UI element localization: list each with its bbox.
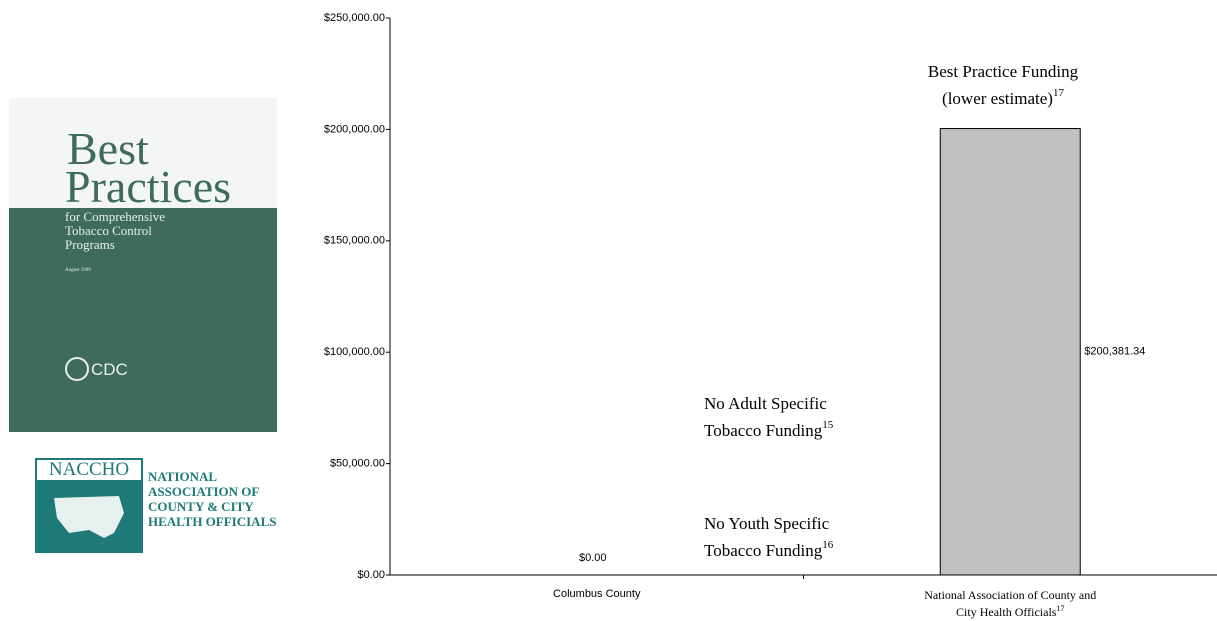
- y-tick-label: $150,000.00: [324, 235, 385, 247]
- note: 17: [1056, 604, 1065, 613]
- annotation-line: No Adult Specific: [704, 394, 827, 413]
- cover-title: Practices: [65, 161, 232, 212]
- naccho-logo: NACCHO: [35, 458, 143, 553]
- us-map: [54, 496, 124, 538]
- bar: [939, 128, 1081, 576]
- annotation-line: Best Practice Funding: [928, 62, 1079, 81]
- value-label: $0.00: [579, 552, 607, 564]
- annotation: (lower estimate)17: [942, 87, 1064, 108]
- cover-subtitle-line: for Comprehensive: [65, 209, 166, 224]
- x-tick-text: Columbus County: [553, 588, 641, 600]
- naccho-line: NATIONAL: [148, 469, 218, 484]
- y-tick-label: $100,000.00: [324, 346, 385, 358]
- naccho-abbr: NACCHO: [35, 458, 143, 482]
- naccho-line: ASSOCIATION OF: [148, 484, 260, 499]
- x-tick-label: National Association of County and City …: [915, 589, 1105, 619]
- y-tick-label: $250,000.00: [324, 12, 385, 24]
- cover-agency: CDC: [91, 360, 128, 379]
- naccho-text: NATIONAL ASSOCIATION OF COUNTY & CITY HE…: [148, 469, 276, 529]
- annotation: No Youth Specific: [704, 514, 830, 533]
- annotation: No Adult Specific: [704, 394, 827, 413]
- annotation-line: No Youth Specific: [704, 514, 830, 533]
- annotation: Tobacco Funding15: [704, 419, 834, 440]
- y-tick-label: $0.00: [357, 569, 385, 581]
- cover-subtitle-line: Programs: [65, 237, 115, 252]
- cover-date: August 1999: [65, 268, 91, 273]
- cover-title: Best: [67, 123, 149, 174]
- cover-subtitle: for Comprehensive Tobacco Control Progra…: [65, 210, 165, 252]
- annotation-note: 17: [1053, 87, 1065, 99]
- x-tick-label: Columbus County: [487, 588, 707, 601]
- y-tick-label: $200,000.00: [324, 123, 385, 135]
- naccho-line: COUNTY & CITY: [148, 499, 254, 514]
- annotation-line: (lower estimate): [942, 89, 1053, 108]
- annotation-note: 15: [822, 419, 834, 431]
- x-tick-text: National Association of County and City …: [924, 588, 1097, 619]
- annotation-line: Tobacco Funding: [704, 541, 823, 560]
- cover-image: Best Practices for Comprehensive Tobacco…: [9, 98, 277, 432]
- annotation-note: 16: [822, 539, 834, 551]
- value-label: $200,381.34: [1084, 346, 1145, 358]
- annotation-line: Tobacco Funding: [704, 421, 823, 440]
- naccho-line: HEALTH OFFICIALS: [148, 514, 277, 529]
- annotation: Tobacco Funding16: [704, 539, 834, 560]
- cover-top: [9, 98, 277, 208]
- annotation: Best Practice Funding: [928, 62, 1079, 81]
- cover-subtitle-line: Tobacco Control: [65, 223, 152, 238]
- y-tick-label: $50,000.00: [330, 458, 385, 470]
- hhs-icon: [65, 357, 89, 381]
